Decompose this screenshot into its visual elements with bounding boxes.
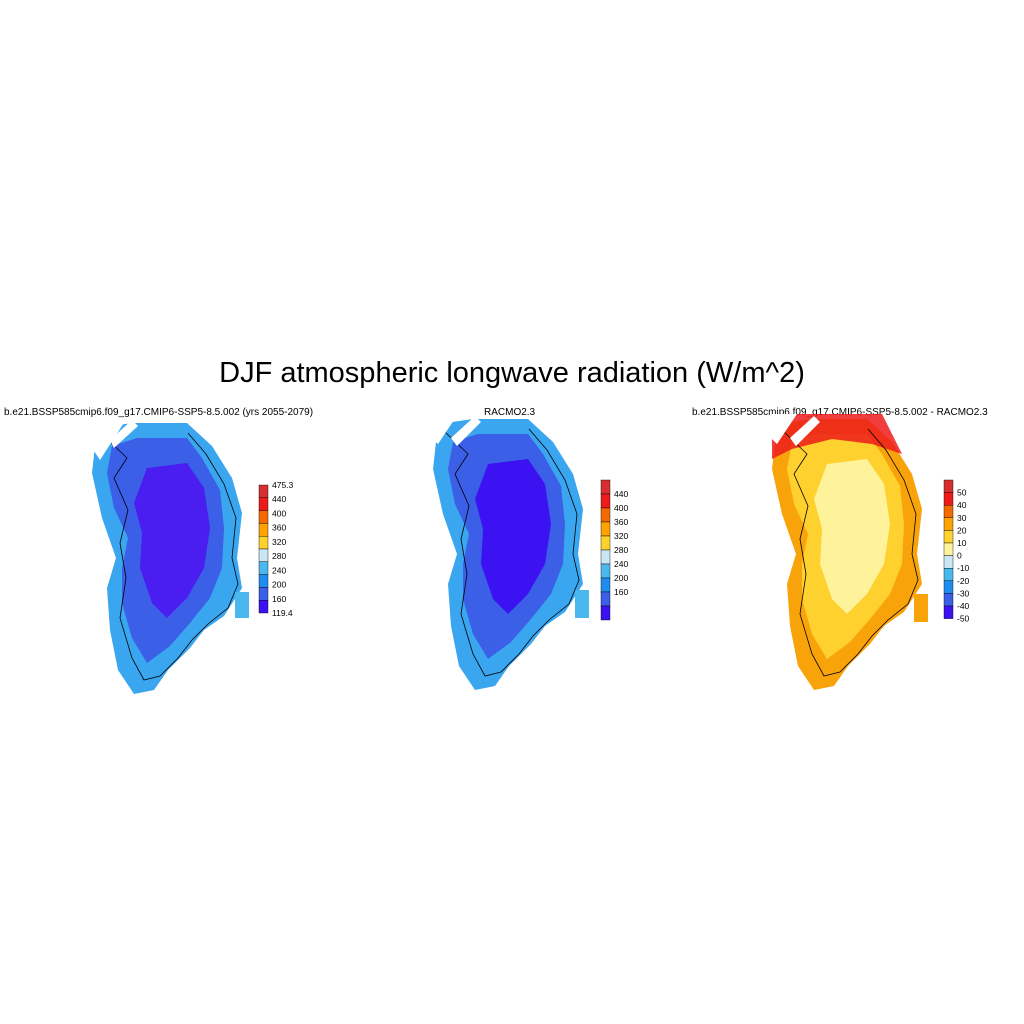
colorbar-label: -50 [957,614,970,624]
colorbar-label: 0 [957,551,962,561]
colorbar-label: -40 [957,601,970,611]
colorbar-label: 119.4 [272,608,293,618]
colorbar-box [943,517,954,531]
colorbar-label: 400 [614,503,628,513]
colorbar-box [258,510,269,524]
panel-3-map [772,414,928,690]
panel-2-island [575,590,589,618]
colorbar-label: 160 [614,587,628,597]
panel-2-map [433,414,589,690]
colorbar-box [258,497,269,511]
colorbar-box [943,568,954,582]
colorbar-label: 280 [272,551,286,561]
panel-1-title: b.e21.BSSP585cmip6.f09_g17.CMIP6-SSP5-8.… [4,407,314,418]
colorbar-label: 200 [614,573,628,583]
colorbar-box [600,507,611,523]
colorbar-box [600,577,611,593]
colorbar-label: 475.3 [272,480,294,490]
colorbar-box [943,492,954,506]
panel-3-island [914,594,928,622]
colorbar-label: 360 [272,523,286,533]
panel-2-title: RACMO2.3 [484,407,536,418]
colorbar-box [600,563,611,579]
colorbar-label: 440 [614,489,628,499]
panel-3-colorbar: 50 40 30 20 10 0 -10 -20 -30 -40 -50 [943,479,970,624]
colorbar-box [258,548,269,563]
colorbar-box [258,536,269,550]
colorbar-box [943,530,954,544]
panel-2-colorbar: 440 400 360 320 280 240 200 160 [600,479,628,621]
colorbar-box [943,555,954,569]
colorbar-box [600,479,611,495]
colorbar-box [258,600,269,614]
colorbar-label: 10 [957,538,967,548]
colorbar-box [943,479,954,493]
colorbar-label: -10 [957,563,970,573]
colorbar-label: 440 [272,494,286,504]
colorbar-label: 240 [614,559,628,569]
colorbar-label: 360 [614,517,628,527]
colorbar-label: -20 [957,576,970,586]
colorbar-box [258,523,269,537]
colorbar-label: 30 [957,513,967,523]
colorbar-box [258,484,269,499]
colorbar-box [943,505,954,519]
colorbar-box [943,580,954,594]
colorbar-label: 320 [272,537,286,547]
colorbar-label: 400 [272,508,286,518]
colorbar-box [943,542,954,556]
panel-1-island [235,592,249,618]
colorbar-label: 280 [614,545,628,555]
colorbar-box [258,561,269,575]
panel-1-map [92,418,249,694]
colorbar-box [600,521,611,537]
colorbar-label: 40 [957,500,967,510]
colorbar-label: -30 [957,588,970,598]
colorbar-box [600,535,611,551]
figure-title: DJF atmospheric longwave radiation (W/m^… [219,357,805,389]
panel-3-title: b.e21.BSSP585cmip6.f09_g17.CMIP6-SSP5-8.… [692,407,988,418]
colorbar-label: 320 [614,531,628,541]
colorbar-label: 160 [272,594,286,604]
colorbar-box [943,593,954,607]
colorbar-box [600,493,611,509]
colorbar-box [600,605,611,621]
colorbar-box [258,587,269,601]
colorbar-label: 240 [272,565,286,575]
colorbar-label: 50 [957,488,967,498]
colorbar-box [943,605,954,619]
colorbar-box [600,549,611,565]
colorbar-box [258,574,269,588]
colorbar-box [600,591,611,607]
panel-1-colorbar: 475.3 440 400 360 320 280 240 200 160 119.4 [258,480,294,618]
colorbar-label: 20 [957,525,967,535]
colorbar-label: 200 [272,580,286,590]
